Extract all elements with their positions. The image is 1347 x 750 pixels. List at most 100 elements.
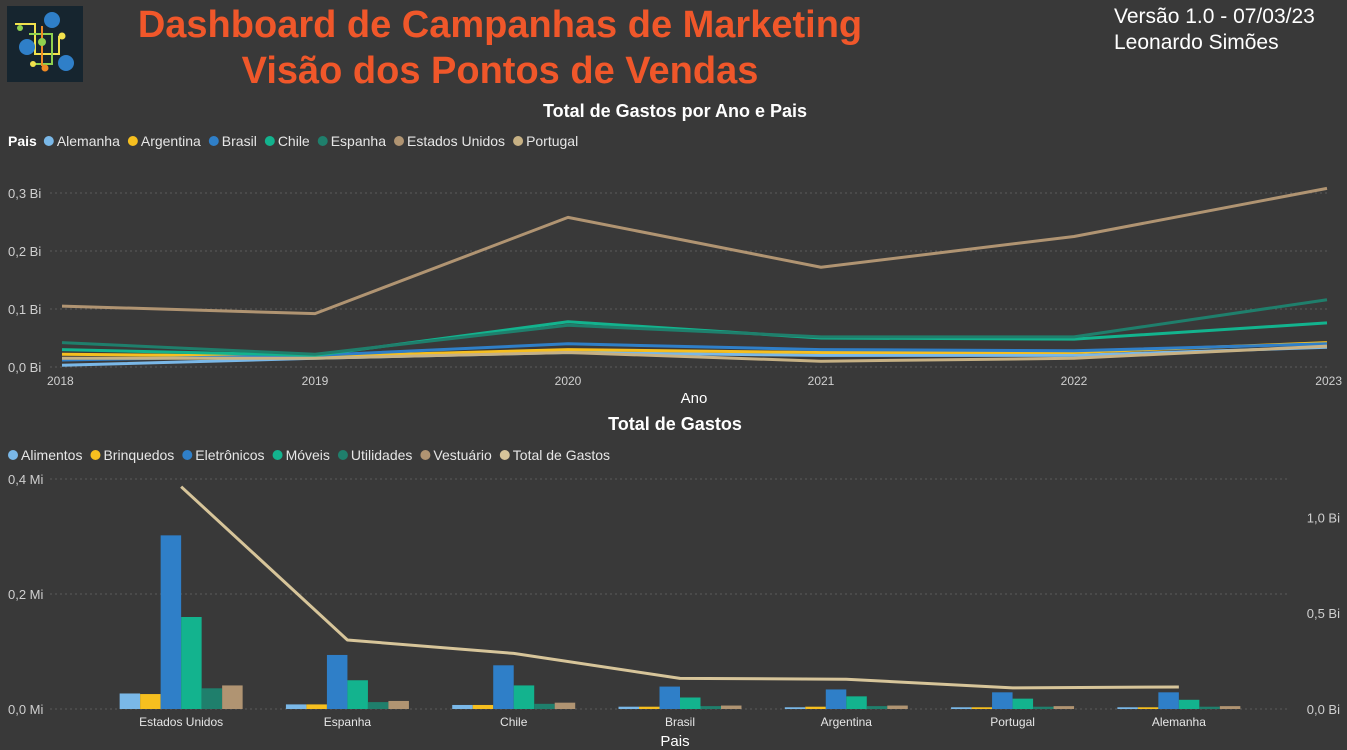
- line-chart-legend-label: Portugal: [526, 133, 578, 149]
- bar-móveis: [1178, 699, 1200, 709]
- bar-chart-legend-label: Total de Gastos: [513, 447, 610, 463]
- line-chart-x-tick: 2022: [1061, 374, 1088, 388]
- bar-chart-x-tick: Brasil: [665, 715, 695, 729]
- line-series-brasil: [61, 342, 1328, 362]
- line-chart-legend-marker: [513, 136, 524, 146]
- bar-chart-y-tick: 0,0 Mi: [8, 702, 44, 717]
- author-label: Leonardo Simões: [1114, 31, 1279, 54]
- line-chart-legend-label: Argentina: [141, 133, 201, 149]
- logo: [7, 6, 83, 82]
- bar-eletrônicos: [825, 689, 847, 709]
- bar-brinquedos: [472, 704, 494, 709]
- total-gastos-line: [180, 485, 1179, 690]
- bar-brinquedos: [140, 694, 161, 709]
- bar-móveis: [513, 685, 535, 709]
- bar-brinquedos: [306, 704, 327, 709]
- version-label: Versão 1.0 - 07/03/23: [1114, 5, 1315, 28]
- bar-chart-legend-label: Móveis: [286, 447, 330, 463]
- bar-utilidades: [534, 703, 555, 709]
- logo-graphic: [15, 12, 74, 72]
- bar-alimentos: [119, 693, 141, 709]
- bar-chart-x-tick: Argentina: [821, 715, 873, 729]
- bar-eletrônicos: [160, 535, 182, 709]
- bar-chart-legend-marker: [420, 450, 431, 460]
- bar-chart-legend-marker: [499, 450, 510, 460]
- line-chart-x-tick: 2023: [1315, 374, 1342, 388]
- bar-vestuário: [554, 702, 576, 709]
- line-chart-legend-title: Pais: [8, 133, 37, 149]
- bar-vestuário: [388, 700, 409, 709]
- line-series-estados-unidos: [61, 186, 1328, 316]
- line-chart-y-tick: 0,3 Bi: [8, 186, 41, 201]
- bar-chart-legend-marker: [8, 450, 18, 460]
- bar-chart-legend-label: Eletrônicos: [195, 447, 264, 463]
- bar-chart-title: Total de Gastos: [608, 414, 742, 434]
- bar-móveis: [347, 680, 368, 709]
- line-chart-title: Total de Gastos por Ano e Pais: [543, 101, 807, 121]
- bar-chart-y2-tick: 1,0 Bi: [1307, 510, 1340, 525]
- bar-chart-y2-tick: 0,0 Bi: [1307, 702, 1340, 717]
- line-series-portugal: [62, 344, 1328, 363]
- bar-brinquedos: [639, 706, 660, 709]
- line-chart-legend-label: Brasil: [222, 133, 257, 149]
- line-series-espanha: [61, 298, 1328, 356]
- bar-alimentos: [784, 707, 806, 709]
- bar-móveis: [1012, 698, 1034, 709]
- bar-alimentos: [285, 704, 307, 709]
- title-line-1: Dashboard de Campanhas de Marketing: [137, 4, 863, 46]
- bar-chart-legend-label: Brinquedos: [103, 447, 174, 463]
- bar-chart-y2-tick: 0,5 Bi: [1307, 606, 1340, 621]
- line-chart-y-tick: 0,0 Bi: [8, 360, 41, 375]
- bar-chart-y-tick: 0,2 Mi: [8, 587, 44, 602]
- line-chart-y-tick: 0,2 Bi: [8, 244, 41, 259]
- bar-eletrônicos: [659, 686, 680, 709]
- dashboard-title: Dashboard de Campanhas de Marketing Visã…: [130, 2, 870, 94]
- bar-vestuário: [222, 685, 243, 709]
- line-chart-legend-marker: [43, 136, 54, 146]
- bar-chart-legend-label: Utilidades: [351, 447, 412, 463]
- line-chart-legend-marker: [394, 136, 404, 146]
- bar-chart-y-tick: 0,4 Mi: [8, 472, 44, 487]
- bar-móveis: [181, 617, 202, 709]
- bar-alimentos: [951, 707, 972, 709]
- bar-utilidades: [367, 702, 389, 709]
- line-chart-x-tick: 2021: [808, 374, 835, 388]
- bar-chart-x-tick: Chile: [500, 715, 528, 729]
- bar-chart-legend-marker: [90, 450, 101, 460]
- bar-chart-legend-marker: [182, 450, 193, 460]
- bar-alimentos: [452, 704, 473, 709]
- bar-utilidades: [1199, 706, 1220, 709]
- line-chart-x-tick: 2019: [302, 374, 329, 388]
- bar-vestuário: [1219, 706, 1241, 709]
- bar-brinquedos: [1137, 707, 1159, 709]
- line-chart-x-tick: 2020: [555, 374, 582, 388]
- line-chart-legend-label: Espanha: [331, 133, 386, 149]
- bar-chart-legend-label: Alimentos: [21, 447, 82, 463]
- bar-chart-legend-marker: [272, 450, 283, 460]
- line-chart-legend-label: Chile: [278, 133, 310, 149]
- bar-vestuário: [1053, 706, 1075, 709]
- bar-vestuário: [887, 705, 908, 709]
- bar-chart-x-tick: Alemanha: [1152, 715, 1206, 729]
- bar-eletrônicos: [992, 692, 1013, 709]
- bar-utilidades: [700, 706, 721, 709]
- bar-móveis: [680, 697, 701, 709]
- bar-brinquedos: [971, 707, 993, 709]
- bar-eletrônicos: [1158, 692, 1179, 709]
- line-chart-y-tick: 0,1 Bi: [8, 302, 41, 317]
- bar-utilidades: [201, 688, 223, 709]
- bar-móveis: [846, 696, 867, 709]
- bar-eletrônicos: [326, 654, 348, 709]
- bar-brinquedos: [805, 706, 826, 709]
- version-info: Versão 1.0 - 07/03/23 Leonardo Simões: [1114, 4, 1315, 56]
- line-chart-legend-label: Estados Unidos: [407, 133, 505, 149]
- line-chart-x-tick: 2018: [47, 374, 74, 388]
- line-chart-legend-label: Alemanha: [57, 133, 120, 149]
- bar-utilidades: [1033, 706, 1054, 709]
- bar-chart-legend-label: Vestuário: [433, 447, 492, 463]
- line-chart-legend-marker: [317, 136, 328, 146]
- line-chart-legend-marker: [264, 136, 275, 146]
- bar-utilidades: [866, 706, 888, 709]
- title-line-2: Visão dos Pontos de Vendas: [241, 50, 759, 92]
